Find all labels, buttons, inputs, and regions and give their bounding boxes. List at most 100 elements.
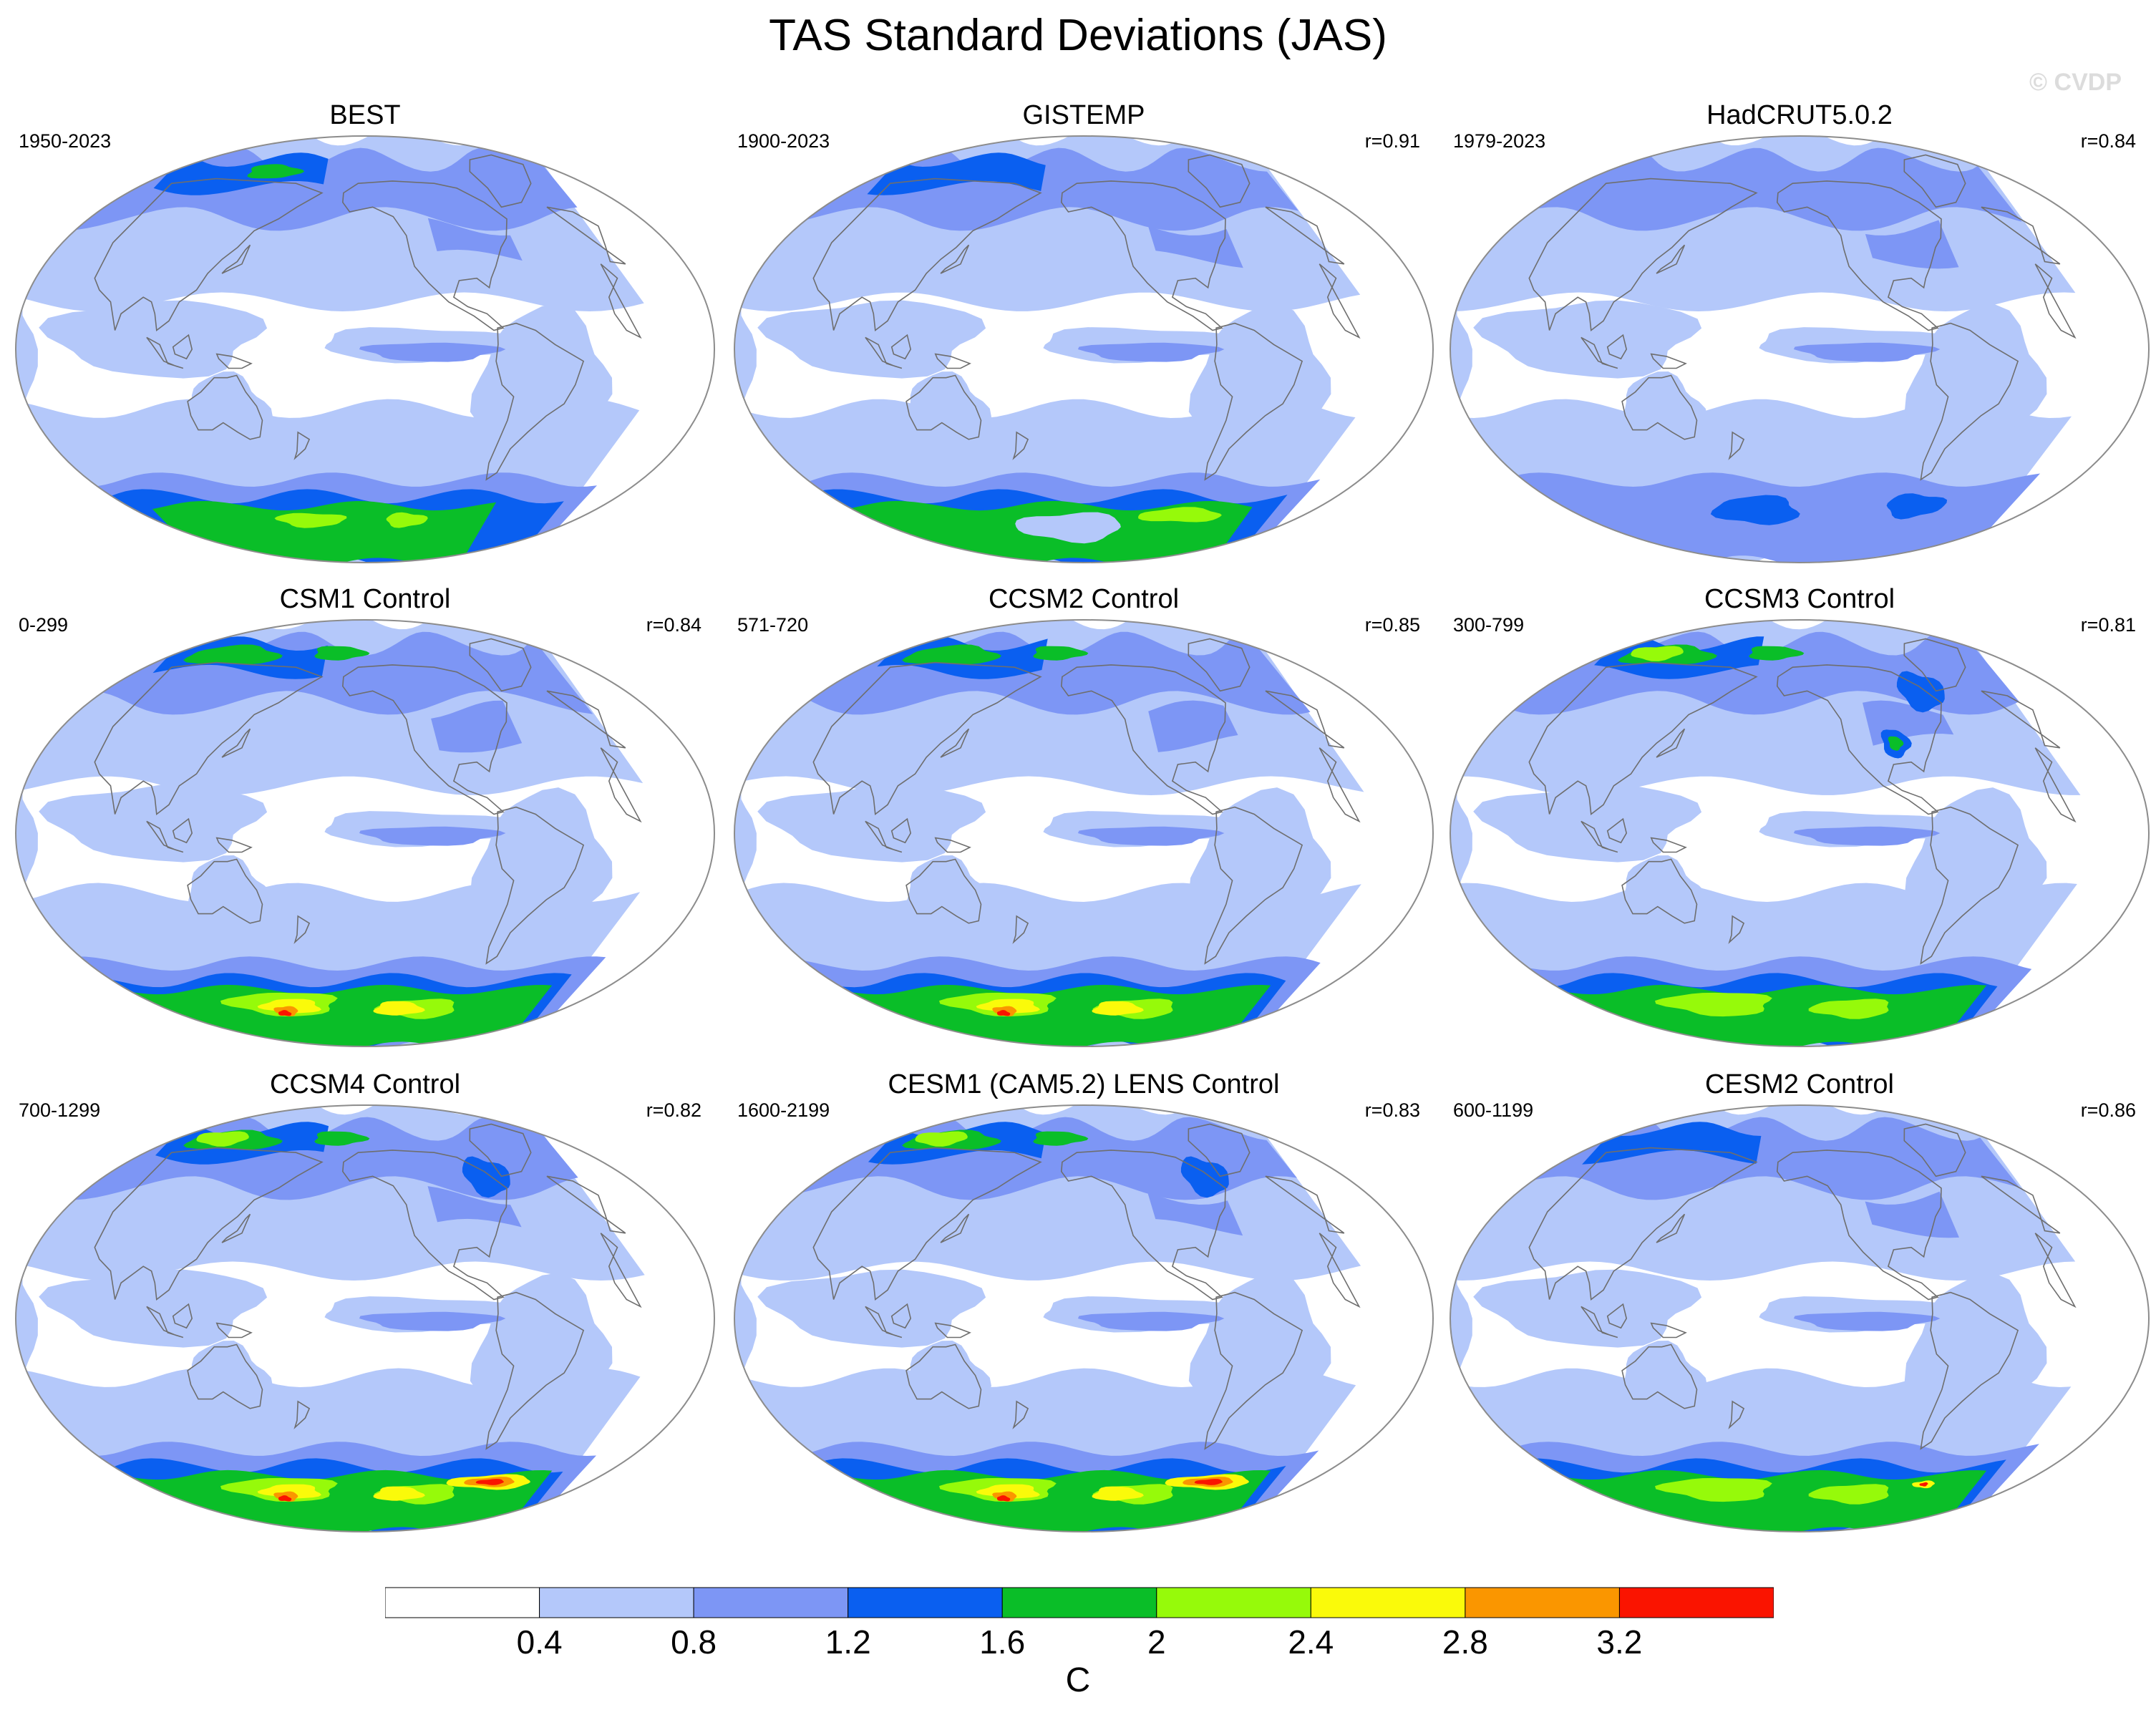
colorbar-swatch [1618, 1587, 1774, 1618]
contour-region [278, 1010, 292, 1016]
colorbar-unit: C [1065, 1661, 1091, 1699]
panel-title: CCSM4 Control [269, 1069, 461, 1099]
contour-region [427, 1186, 522, 1228]
contour-region [1888, 736, 1904, 751]
coastline [469, 1123, 532, 1177]
contour-region [976, 1484, 1040, 1499]
coastline [1656, 1213, 1686, 1243]
contour-region [907, 371, 991, 440]
contour-region [1077, 826, 1225, 846]
map-outline [734, 135, 1434, 563]
coastline [1204, 806, 1303, 965]
coastline [1776, 664, 1942, 815]
coastline [865, 336, 903, 369]
contour-region [1015, 512, 1121, 544]
contour-region [1582, 1122, 1762, 1165]
colorbar-swatch [848, 1587, 1003, 1618]
contour-region [902, 644, 1001, 665]
coastline [1903, 638, 1966, 692]
map-outline [1450, 135, 2150, 563]
contour-region [757, 1269, 986, 1348]
coastline [1528, 178, 1758, 332]
coastline [1650, 1322, 1687, 1339]
map-panel: HadCRUT5.0.2 1979-2023 r=0.84 [1442, 100, 2156, 565]
coastline [469, 154, 532, 208]
world-map [734, 619, 1434, 1047]
coastline [1012, 431, 1029, 460]
contour-region [1473, 1269, 1702, 1348]
coastline [94, 1147, 324, 1301]
coastline [187, 1344, 263, 1409]
coastline [546, 1175, 626, 1234]
contour-region [188, 855, 273, 924]
colorbar-swatch [1001, 1587, 1157, 1618]
coastline [905, 1344, 982, 1409]
figure-title: TAS Standard Deviations (JAS) [769, 11, 1387, 60]
panel-title: HadCRUT5.0.2 [1706, 100, 1893, 130]
panel-title: CCSM2 Control [988, 584, 1180, 614]
colorbar-tick-label: 1.2 [825, 1623, 871, 1661]
coastline [1650, 837, 1687, 853]
contour-region [976, 999, 1040, 1014]
coastline [187, 374, 263, 440]
panel-pattern-correlation: r=0.83 [1364, 1099, 1420, 1121]
world-map [734, 135, 1434, 563]
colorbar-tick-label: 1.6 [979, 1623, 1025, 1661]
coastline [1528, 1147, 1758, 1301]
panel-pattern-correlation: r=0.84 [2080, 130, 2136, 152]
contour-region [359, 1311, 506, 1331]
coastline [1319, 263, 1361, 339]
map-panel: CCSM4 Control 700-1299 r=0.82 [7, 1069, 723, 1535]
panel-period: 600-1199 [1453, 1099, 1534, 1121]
panel-period: 571-720 [737, 614, 809, 636]
contour-region [1147, 225, 1243, 268]
coastline [172, 1303, 193, 1329]
contour-region [39, 784, 268, 863]
world-map [15, 135, 715, 563]
coastline [1265, 690, 1345, 749]
colorbar-swatch [693, 1587, 849, 1618]
map-panel: CSM1 Control 0-299 r=0.84 [7, 584, 723, 1049]
world-map [1450, 135, 2150, 563]
contour-region [1194, 1479, 1223, 1485]
map-panel: CESM1 (CAM5.2) LENS Control 1600-2199 r=0.… [726, 1069, 1442, 1535]
coastline [865, 820, 903, 853]
watermark: © CVDP [2029, 69, 2122, 96]
contour-region [39, 1269, 268, 1348]
contour-fill [1450, 1105, 2149, 1532]
coastline [812, 661, 1042, 816]
coastline [1776, 180, 1942, 331]
coastline [1981, 1175, 2061, 1234]
coastline [905, 858, 982, 924]
world-map [734, 1104, 1434, 1532]
panel-pattern-correlation: r=0.86 [2080, 1099, 2136, 1121]
coastline [1060, 180, 1226, 331]
coastline [469, 638, 532, 692]
world-map [1450, 619, 2150, 1047]
coastline [934, 353, 971, 369]
contour-fill [734, 620, 1433, 1046]
coastline [1650, 353, 1687, 369]
coastline [940, 1213, 970, 1243]
contour-region [1092, 1001, 1144, 1016]
colorbar-swatch [1310, 1587, 1466, 1618]
map-outline [15, 619, 715, 1047]
contour-region [274, 512, 347, 528]
coastline [1060, 1150, 1226, 1301]
contour-region [373, 1001, 425, 1016]
colorbar-tick-label: 0.4 [517, 1623, 563, 1661]
coastline [1903, 1123, 1966, 1177]
coastline [146, 1306, 184, 1339]
colorbar-tick-label: 3.2 [1596, 1623, 1642, 1661]
coastline [1188, 638, 1251, 692]
panel-pattern-correlation: r=0.91 [1364, 130, 1420, 152]
contour-region [1655, 1477, 1772, 1502]
coastline [940, 728, 970, 758]
map-panel: CESM2 Control 600-1199 r=0.86 [1442, 1069, 2156, 1535]
coastline [341, 1150, 508, 1301]
contour-region [1147, 1192, 1243, 1236]
contour-region [152, 501, 497, 563]
panel-title: BEST [329, 100, 401, 130]
panel-pattern-correlation: r=0.82 [646, 1099, 701, 1121]
contour-region [39, 300, 268, 379]
